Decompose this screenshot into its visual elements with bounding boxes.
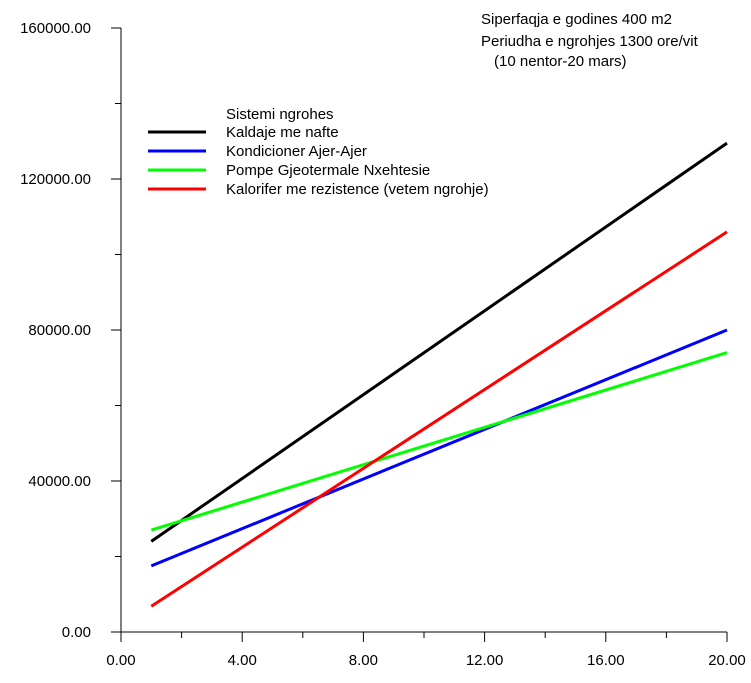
x-tick-label: 12.00 — [466, 652, 504, 669]
axes: 0.00 4.00 8.00 12.00 16.00 20.00 0.00 40000.00 8… — [20, 20, 746, 669]
x-tick-label: 0.00 — [106, 652, 135, 669]
note-line-2: Periudha e ngrohjes 1300 ore/vit — [481, 33, 699, 50]
y-tick-label: 0.00 — [62, 624, 91, 641]
legend-label-2: Kondicioner Ajer-Ajer — [226, 143, 367, 160]
legend: Sistemi ngrohes Kaldaje me nafte Kondicio… — [148, 106, 489, 198]
y-tick-label: 120000.00 — [20, 171, 91, 188]
series-line-1 — [150, 141, 728, 543]
note-line-3: (10 nentor-20 mars) — [494, 53, 627, 70]
series-line-2 — [150, 328, 728, 568]
y-tick-label: 80000.00 — [28, 322, 91, 339]
series-line-3 — [150, 351, 728, 532]
legend-label-4: Kalorifer me rezistence (vetem ngrohje) — [226, 181, 489, 198]
legend-label-3: Pompe Gjeotermale Nxehtesie — [226, 162, 430, 179]
series-layer — [150, 141, 728, 608]
y-tick-label: 40000.00 — [28, 473, 91, 490]
x-tick-label: 8.00 — [349, 652, 378, 669]
y-tick-label: 160000.00 — [20, 20, 91, 37]
note-line-1: Siperfaqja e godines 400 m2 — [481, 11, 672, 28]
legend-title: Sistemi ngrohes — [226, 106, 334, 123]
chart-notes: Siperfaqja e godines 400 m2 Periudha e n… — [481, 11, 699, 70]
x-tick-label: 20.00 — [708, 652, 746, 669]
legend-label-1: Kaldaje me nafte — [226, 124, 339, 141]
x-tick-label: 4.00 — [228, 652, 257, 669]
x-tick-label: 16.00 — [587, 652, 625, 669]
series-line-4 — [150, 230, 728, 608]
